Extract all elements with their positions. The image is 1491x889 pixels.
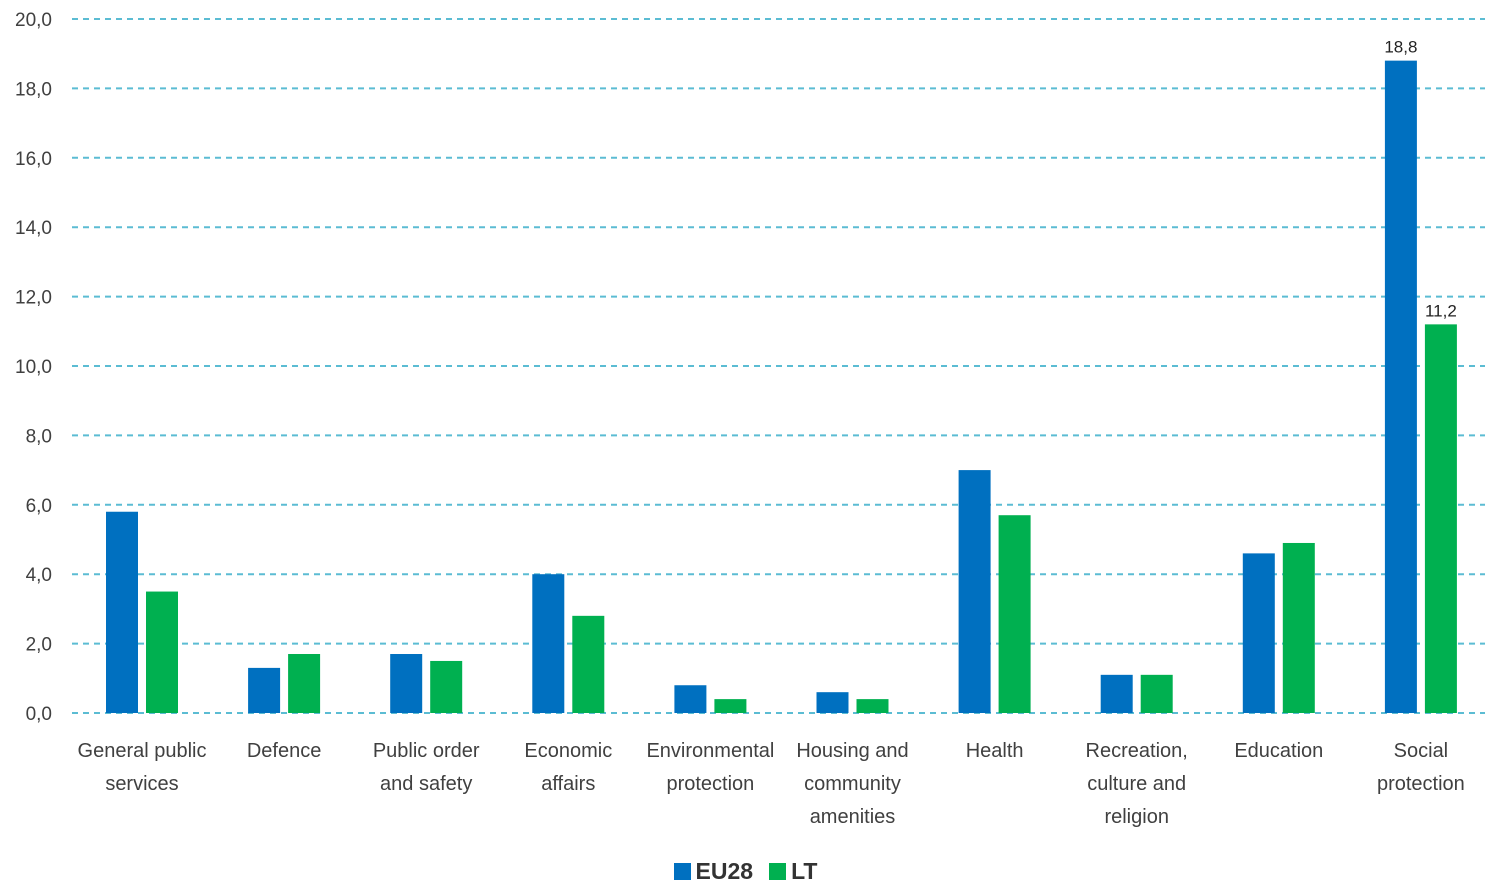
- bar-lt: [572, 615, 605, 713]
- bar-lt: [856, 699, 889, 713]
- category-label: Housing and community amenities: [796, 740, 908, 828]
- category-label: Economic affairs: [524, 740, 612, 795]
- legend: EU28 LT: [0, 858, 1491, 885]
- y-tick-label: 20,0: [15, 10, 52, 31]
- legend-item-eu28: EU28: [673, 858, 754, 885]
- bar-lt: [288, 654, 321, 713]
- legend-label-eu28: EU28: [695, 858, 754, 884]
- category-label: Social protection: [1377, 740, 1465, 795]
- bar-lt: [998, 515, 1031, 713]
- bar-eu28: [106, 511, 138, 713]
- y-tick-label: 6,0: [26, 496, 52, 517]
- bars: [106, 60, 1457, 713]
- category-label: General public services: [78, 740, 207, 795]
- bar-lt: [714, 699, 747, 713]
- bar-chart: 0,02,04,06,08,010,012,014,016,018,020,0 …: [15, 10, 1485, 828]
- y-tick-label: 4,0: [26, 565, 52, 586]
- gridlines: [72, 18, 1485, 714]
- bar-eu28: [958, 470, 991, 713]
- bar-eu28: [1384, 60, 1417, 713]
- x-axis-categories: General public services Defence Public orde…: [78, 740, 1465, 828]
- y-tick-label: 0,0: [26, 704, 52, 725]
- y-tick-label: 2,0: [26, 635, 52, 656]
- bar-eu28: [532, 574, 565, 713]
- y-tick-label: 12,0: [15, 288, 52, 309]
- bar-eu28: [816, 692, 849, 713]
- bar-lt: [430, 660, 463, 713]
- legend-swatch-eu28: [673, 863, 691, 880]
- category-label: Defence: [247, 740, 322, 762]
- y-tick-label: 18,0: [15, 79, 52, 100]
- category-label: Recreation, culture and religion: [1086, 740, 1188, 828]
- data-label: 11,2: [1425, 301, 1457, 320]
- bar-eu28: [1100, 674, 1133, 713]
- bar-eu28: [1242, 553, 1275, 713]
- legend-swatch-lt: [769, 863, 787, 880]
- y-axis-ticks: 0,0 2,0 4,0 6,0 8,0 10,0 12,0 14,0 16,0 18,0 20,0: [15, 10, 52, 725]
- bar-lt: [1140, 674, 1173, 713]
- bar-eu28: [674, 685, 707, 713]
- y-tick-label: 16,0: [15, 149, 52, 170]
- bar-lt: [146, 591, 178, 713]
- bar-lt: [1282, 542, 1315, 713]
- bar-lt: [1424, 324, 1457, 713]
- data-labels: 18,8 11,2: [1384, 38, 1456, 321]
- category-label: Education: [1234, 740, 1323, 762]
- category-label: Environmental protection: [646, 740, 774, 795]
- bar-eu28: [248, 667, 281, 713]
- legend-label-lt: LT: [791, 858, 818, 884]
- legend-item-lt: LT: [769, 858, 817, 885]
- bar-eu28: [390, 654, 423, 713]
- y-tick-label: 14,0: [15, 218, 52, 239]
- data-label: 18,8: [1384, 38, 1417, 57]
- y-tick-label: 10,0: [15, 357, 52, 378]
- category-label: Health: [966, 740, 1024, 762]
- category-label: Public order and safety: [373, 740, 480, 795]
- y-tick-label: 8,0: [26, 426, 52, 447]
